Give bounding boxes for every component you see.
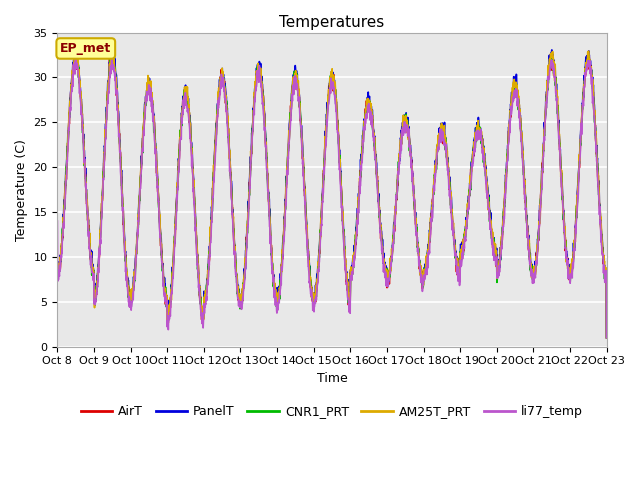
- AM25T_PRT: [207, 232, 214, 238]
- AM25T_PRT: [603, 335, 611, 341]
- AirT: [570, 252, 577, 258]
- PanelT: [360, 122, 367, 128]
- AM25T_PRT: [360, 127, 368, 132]
- AM25T_PRT: [554, 114, 562, 120]
- CNR1_PRT: [554, 119, 562, 125]
- AirT: [207, 232, 214, 238]
- AirT: [603, 335, 611, 341]
- AirT: [348, 275, 356, 280]
- AirT: [360, 126, 368, 132]
- CNR1_PRT: [348, 272, 356, 277]
- Line: AirT: AirT: [58, 51, 607, 338]
- AM25T_PRT: [109, 48, 117, 53]
- PanelT: [348, 263, 356, 269]
- Text: EP_met: EP_met: [60, 42, 111, 55]
- PanelT: [207, 232, 214, 238]
- AirT: [109, 48, 116, 54]
- Line: li77_temp: li77_temp: [58, 57, 607, 338]
- AM25T_PRT: [54, 264, 61, 270]
- PanelT: [492, 244, 499, 250]
- CNR1_PRT: [72, 49, 79, 55]
- AirT: [492, 251, 499, 257]
- PanelT: [603, 335, 611, 341]
- Line: CNR1_PRT: CNR1_PRT: [58, 52, 607, 338]
- Legend: AirT, PanelT, CNR1_PRT, AM25T_PRT, li77_temp: AirT, PanelT, CNR1_PRT, AM25T_PRT, li77_…: [76, 400, 588, 423]
- AM25T_PRT: [348, 267, 356, 273]
- X-axis label: Time: Time: [317, 372, 348, 385]
- AirT: [554, 121, 562, 127]
- li77_temp: [207, 240, 214, 245]
- PanelT: [570, 240, 577, 246]
- CNR1_PRT: [54, 274, 61, 279]
- Y-axis label: Temperature (C): Temperature (C): [15, 139, 28, 240]
- Line: AM25T_PRT: AM25T_PRT: [58, 50, 607, 338]
- li77_temp: [348, 277, 356, 283]
- AirT: [54, 270, 61, 276]
- li77_temp: [54, 218, 61, 224]
- AM25T_PRT: [492, 251, 499, 256]
- li77_temp: [570, 259, 577, 264]
- CNR1_PRT: [492, 256, 499, 262]
- AM25T_PRT: [570, 249, 577, 254]
- CNR1_PRT: [360, 128, 368, 134]
- Title: Temperatures: Temperatures: [279, 15, 385, 30]
- Line: PanelT: PanelT: [58, 50, 607, 338]
- CNR1_PRT: [570, 256, 577, 262]
- li77_temp: [603, 335, 611, 341]
- PanelT: [54, 269, 61, 275]
- CNR1_PRT: [207, 229, 214, 235]
- li77_temp: [492, 262, 499, 268]
- PanelT: [548, 47, 556, 53]
- li77_temp: [554, 124, 562, 130]
- li77_temp: [360, 129, 368, 135]
- PanelT: [554, 108, 562, 114]
- CNR1_PRT: [603, 335, 611, 341]
- li77_temp: [72, 54, 79, 60]
